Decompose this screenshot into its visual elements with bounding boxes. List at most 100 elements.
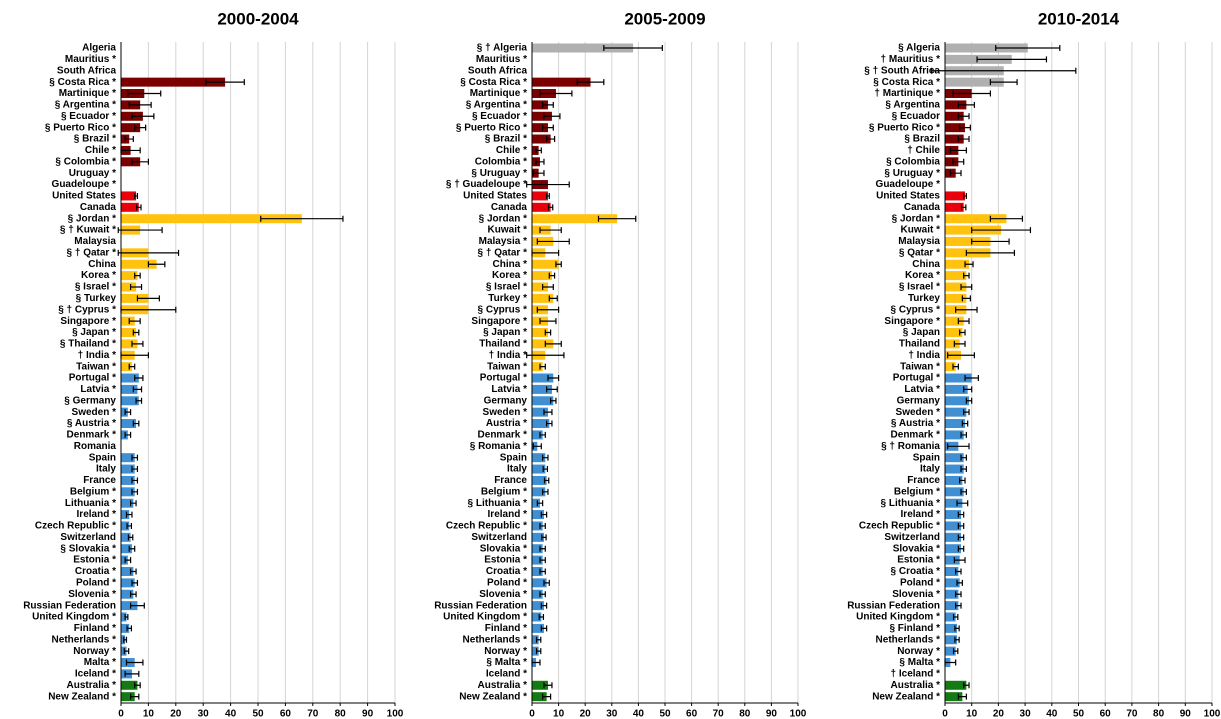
bar — [532, 601, 544, 611]
bar — [945, 453, 964, 463]
x-tick-label: 90 — [766, 709, 778, 719]
error-bar — [128, 318, 141, 325]
error-bar — [131, 466, 139, 473]
bar — [532, 282, 548, 292]
y-tick-label: § Argentina * — [466, 100, 527, 111]
chart-title: 2010-2014 — [1038, 9, 1120, 28]
x-tick-label: 40 — [1046, 709, 1058, 719]
error-bar — [546, 420, 553, 427]
error-bar — [124, 409, 132, 416]
bar — [945, 555, 960, 565]
error-bar — [532, 443, 542, 450]
bar — [945, 214, 1007, 224]
y-tick-label: Malaysia * — [479, 236, 527, 247]
y-tick-label: § Uruguay * — [884, 168, 940, 179]
error-bar — [129, 693, 140, 700]
bar — [532, 646, 539, 656]
y-tick-label: § Costa Rica * — [873, 77, 940, 88]
error-bar — [128, 363, 136, 370]
error-bar — [526, 352, 565, 359]
y-tick-label: Portugal * — [480, 373, 527, 384]
bar — [945, 43, 1028, 53]
bar — [121, 510, 130, 520]
bar — [532, 555, 543, 565]
x-tick-label: 80 — [1153, 709, 1165, 719]
y-tick-label: Korea * — [492, 270, 527, 281]
error-bar — [526, 181, 570, 188]
y-tick-label: † India — [908, 350, 940, 361]
error-bar — [961, 295, 971, 302]
y-tick-label: § Brazil — [904, 134, 940, 145]
bar — [121, 623, 130, 633]
bar — [532, 407, 548, 417]
error-bar — [127, 90, 162, 97]
error-bar — [546, 386, 558, 393]
error-bar — [536, 306, 560, 313]
error-bar — [543, 409, 553, 416]
y-tick-label: Singapore * — [884, 316, 940, 327]
y-tick-label: Singapore * — [471, 316, 527, 327]
x-tick-label: 30 — [1020, 709, 1032, 719]
x-tick-label: 100 — [790, 709, 807, 719]
y-tick-label: Australia * — [478, 680, 528, 691]
error-bar — [131, 579, 139, 586]
y-tick-label: Germany — [484, 395, 528, 406]
bar — [945, 362, 956, 372]
error-bar — [961, 420, 969, 427]
y-tick-label: Norway * — [73, 646, 116, 657]
y-tick-label: Czech Republic * — [446, 521, 527, 532]
y-tick-label: Taiwan * — [487, 361, 527, 372]
error-bar — [539, 568, 546, 575]
y-tick-label: Poland * — [487, 578, 527, 589]
y-tick-label: Taiwan * — [900, 361, 940, 372]
y-tick-label: China — [912, 259, 940, 270]
bar — [532, 373, 554, 383]
error-bar — [542, 466, 549, 473]
y-tick-label: § Japan — [903, 327, 940, 338]
y-tick-label: † Iceland * — [891, 669, 941, 680]
error-bar — [205, 79, 245, 86]
y-tick-label: § Qatar * — [899, 247, 940, 258]
y-tick-label: § Jordan * — [892, 213, 940, 224]
error-bar — [535, 158, 545, 165]
bar — [121, 157, 141, 167]
bar — [121, 589, 134, 599]
error-bar — [127, 534, 134, 541]
y-tick-label: New Zealand * — [48, 691, 116, 702]
y-tick-label: § Lithuania * — [881, 498, 941, 509]
error-bar — [546, 192, 550, 199]
bar — [532, 77, 591, 87]
y-tick-label: Slovenia * — [892, 589, 940, 600]
y-tick-label: South Africa — [468, 65, 528, 76]
y-tick-label: Ireland * — [488, 509, 528, 520]
bar — [121, 453, 135, 463]
y-tick-label: § Israel * — [486, 282, 527, 293]
y-tick-label: Slovakia * — [893, 543, 940, 554]
y-tick-label: § Ecuador * — [472, 111, 527, 122]
y-tick-label: United States — [876, 191, 940, 202]
bar — [121, 282, 137, 292]
bar — [945, 77, 1004, 87]
bar — [532, 612, 542, 622]
y-tick-label: Uruguay * — [69, 168, 116, 179]
y-tick-label: Malta * — [84, 657, 116, 668]
error-bar — [539, 90, 573, 97]
error-bar — [957, 136, 970, 143]
y-tick-label: § † Algeria — [477, 43, 528, 54]
error-bar — [134, 192, 139, 199]
error-bar — [955, 568, 962, 575]
bar — [945, 475, 963, 485]
x-tick-label: 80 — [739, 709, 751, 719]
error-bar — [539, 227, 562, 234]
error-bar — [952, 614, 959, 620]
y-tick-label: † Martinique * — [874, 88, 940, 99]
error-bar — [129, 500, 137, 507]
y-tick-label: § Israel * — [75, 282, 116, 293]
y-tick-label: United Kingdom * — [443, 612, 527, 623]
error-bar — [960, 283, 973, 290]
bar — [121, 396, 139, 406]
y-tick-label: § Jordan * — [68, 213, 116, 224]
x-tick-label: 20 — [170, 709, 182, 719]
error-bar — [995, 45, 1061, 51]
bar — [121, 487, 135, 497]
